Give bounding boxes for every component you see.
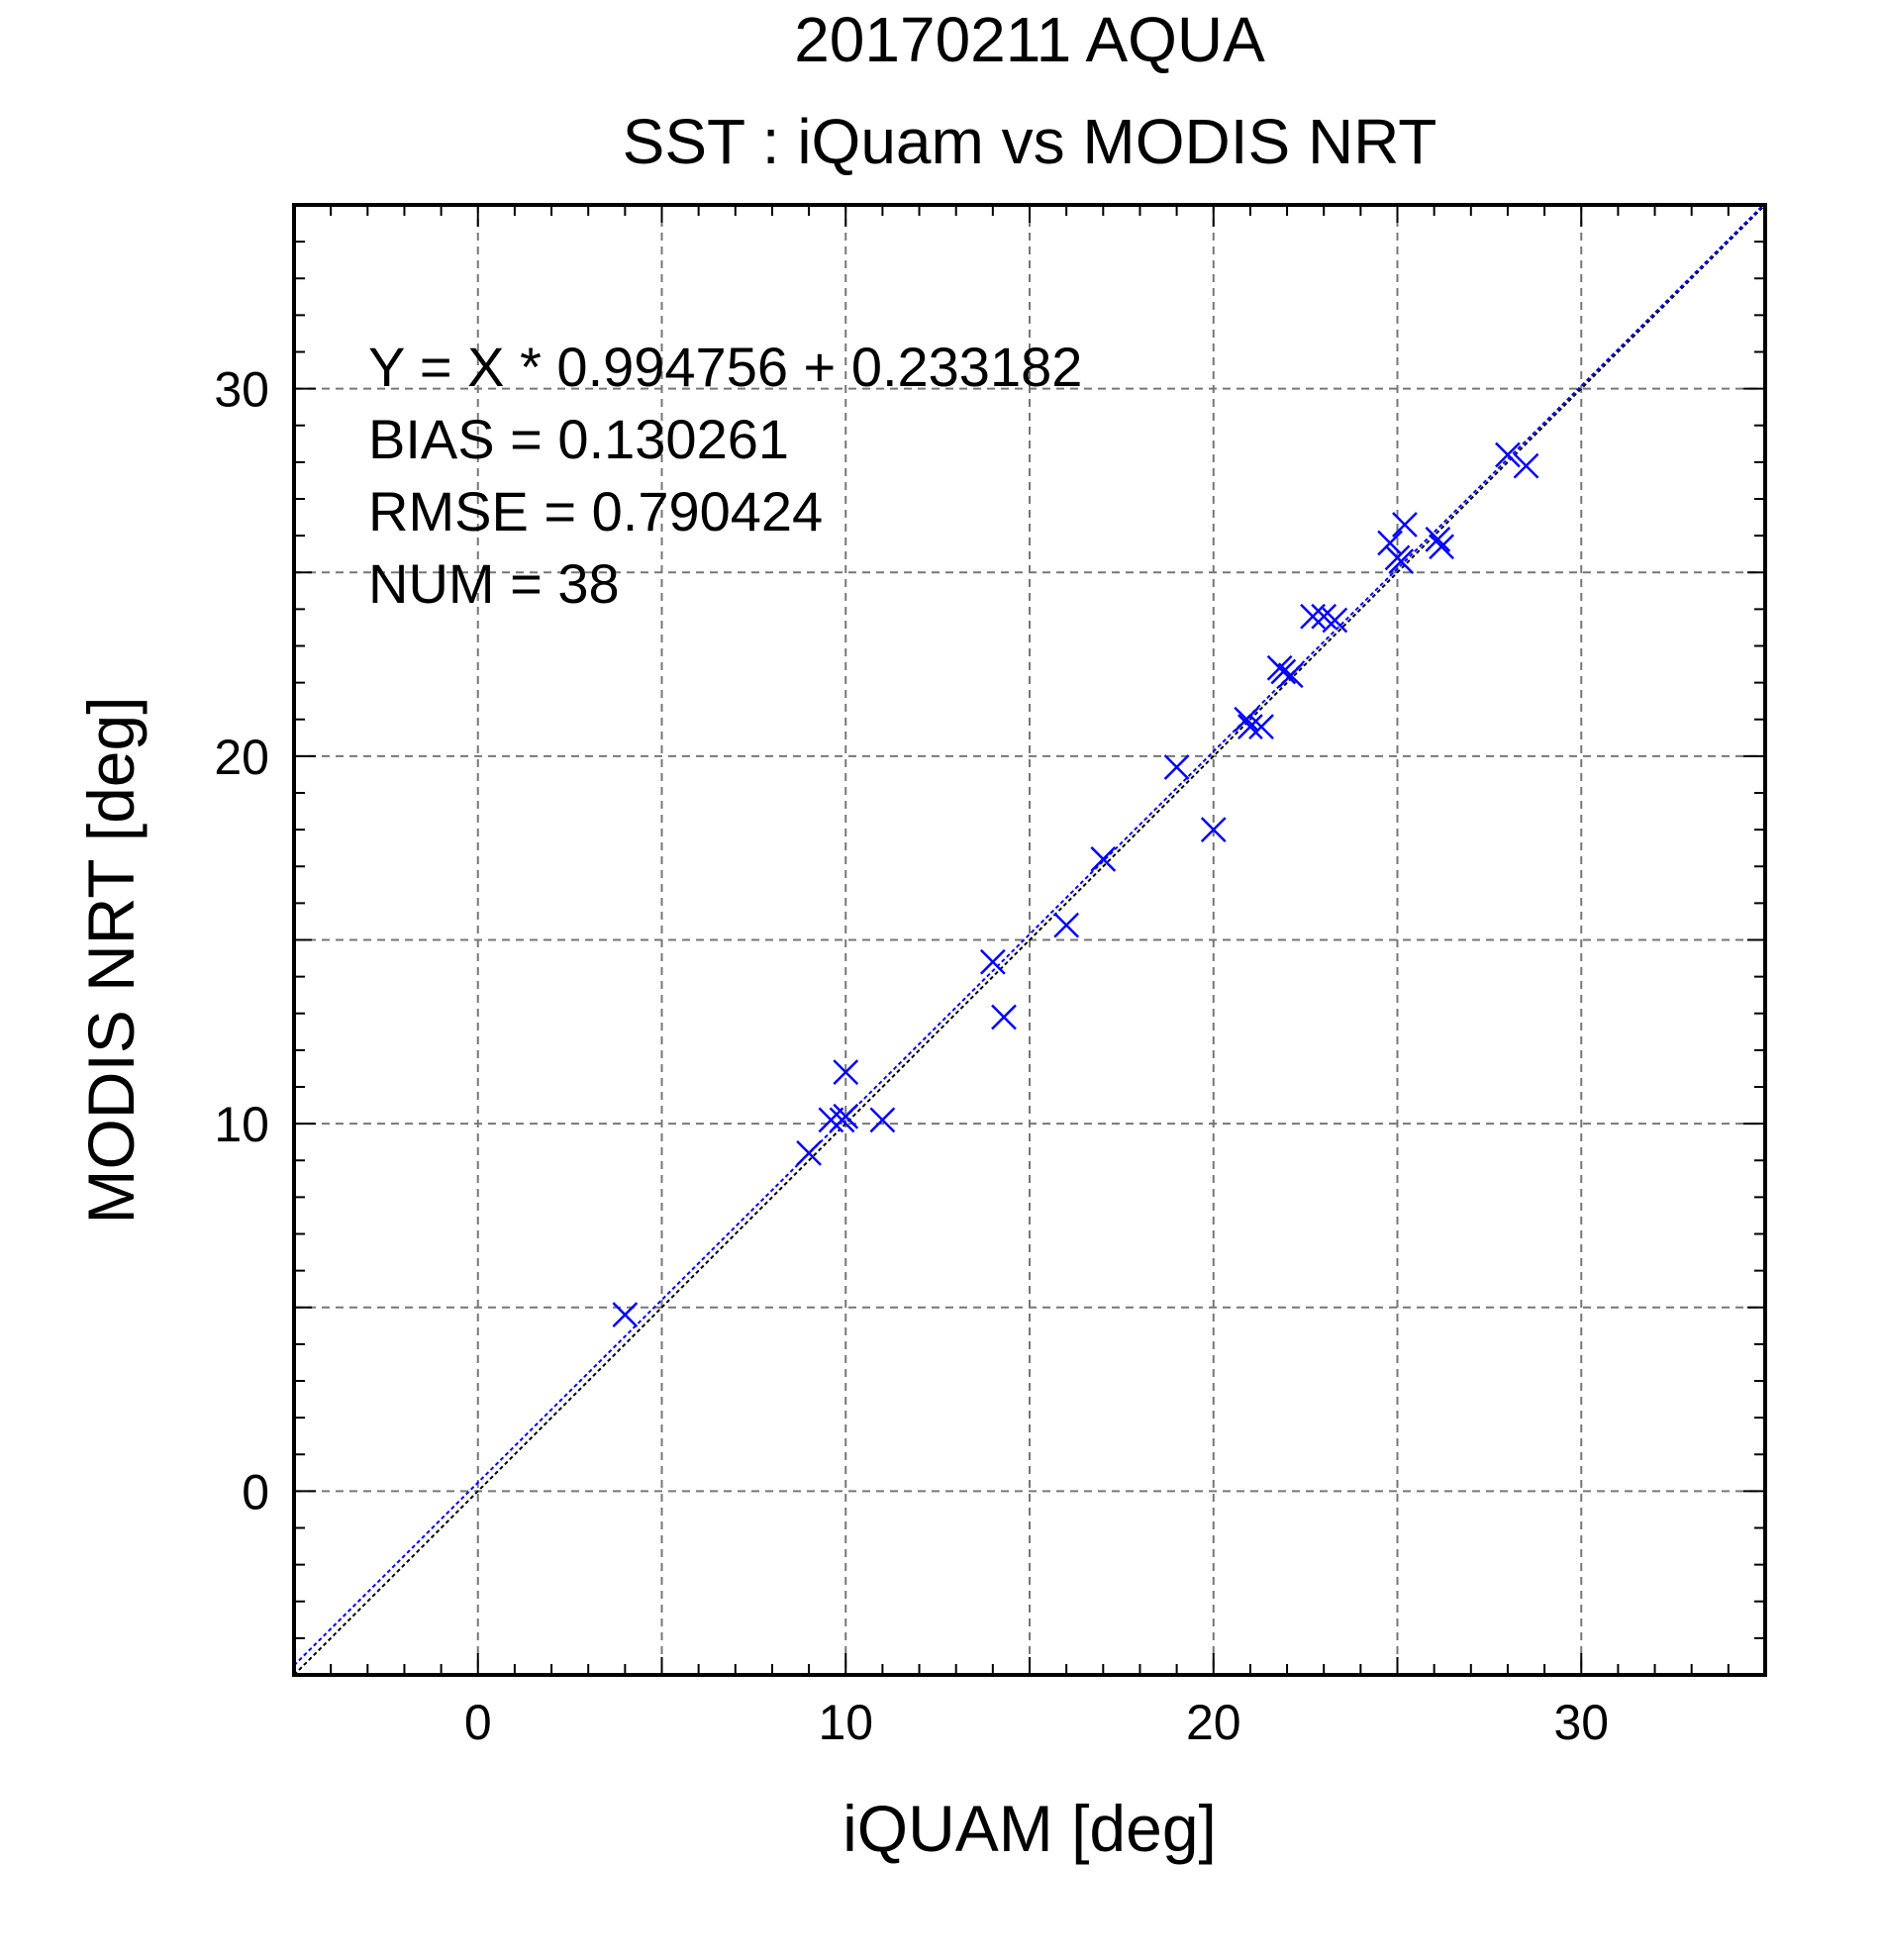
- x-tick-label: 30: [1553, 1695, 1609, 1750]
- data-point: [991, 1004, 1017, 1030]
- data-point: [1513, 452, 1539, 479]
- data-point: [1277, 662, 1304, 689]
- y-tick-label: 20: [214, 730, 269, 785]
- data-point: [833, 1103, 859, 1129]
- regression-equation: Y = X * 0.994756 + 0.233182: [368, 336, 1082, 398]
- data-point: [612, 1302, 639, 1328]
- data-point: [1200, 817, 1227, 843]
- data-point: [1238, 714, 1263, 740]
- plot-frame: [292, 203, 1767, 1677]
- data-point: [1495, 441, 1521, 468]
- data-point: [1425, 526, 1451, 552]
- bias-label: BIAS = 0.130261: [368, 408, 789, 470]
- count-label: NUM = 38: [368, 552, 620, 615]
- data-point: [1234, 706, 1260, 733]
- data-point: [1090, 845, 1117, 872]
- regression-lines: [294, 205, 1765, 1675]
- chart-title: 20170211 AQUA: [794, 4, 1265, 75]
- data-point: [1388, 548, 1415, 574]
- plot-area: 0 10 20 30 0 10 20 30 Y = X * 0.994756 + 0.23318…: [214, 203, 1767, 1750]
- data-point: [979, 948, 1006, 975]
- data-point: [1392, 512, 1418, 538]
- data-point: [1429, 534, 1454, 560]
- data-point: [1163, 754, 1190, 780]
- data-point: [1322, 607, 1348, 634]
- x-tick-label: 10: [818, 1695, 873, 1750]
- data-point: [833, 1059, 859, 1086]
- y-tick-label: 10: [214, 1097, 269, 1152]
- identity-line: [294, 205, 1765, 1675]
- data-point: [1248, 714, 1274, 740]
- y-tick-label: 0: [242, 1464, 269, 1519]
- x-tick-label: 20: [1186, 1695, 1241, 1750]
- data-point: [818, 1107, 844, 1133]
- x-tick-label: 0: [464, 1695, 492, 1750]
- x-axis-label: iQUAM [deg]: [842, 1792, 1217, 1865]
- data-point: [796, 1139, 822, 1166]
- rmse-label: RMSE = 0.790424: [368, 480, 823, 542]
- fit-line: [294, 205, 1765, 1667]
- y-tick-label: 30: [214, 362, 269, 418]
- chart-subtitle: SST : iQuam vs MODIS NRT: [623, 106, 1437, 177]
- y-axis-label: MODIS NRT [deg]: [74, 696, 148, 1224]
- data-point: [1300, 603, 1326, 630]
- data-point: [1377, 530, 1403, 556]
- data-point: [1270, 658, 1297, 685]
- data-point: [1053, 912, 1080, 938]
- data-point: [869, 1107, 896, 1133]
